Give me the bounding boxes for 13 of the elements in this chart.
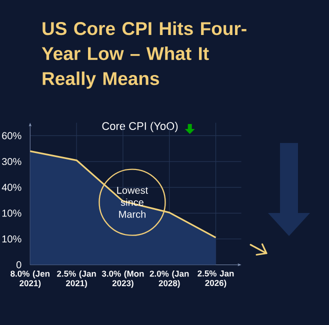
text: 10% <box>2 210 22 217</box>
text: 0 <box>16 261 22 268</box>
text: 60% <box>2 132 22 140</box>
chart-title: US Core CPI Hits Four-Year Low – What It Really Means <box>42 22 246 89</box>
x-tick-label: 2.5% (Jan 2021) <box>57 270 96 288</box>
x-tick-label: 8.0% (Jen 2021) <box>10 270 50 288</box>
text: 40% <box>2 184 22 191</box>
text: 30% <box>2 158 22 166</box>
x-tick-label: 2.0% (Jan 2028) <box>150 270 189 288</box>
chart-subtitle: Core CPI (YoO) <box>102 122 178 132</box>
x-tick-label: 3.0% (Mon 2023) <box>102 270 144 288</box>
x-tick-label: 2.5% Jan 2026) <box>198 270 234 288</box>
text: 10% <box>2 235 22 243</box>
